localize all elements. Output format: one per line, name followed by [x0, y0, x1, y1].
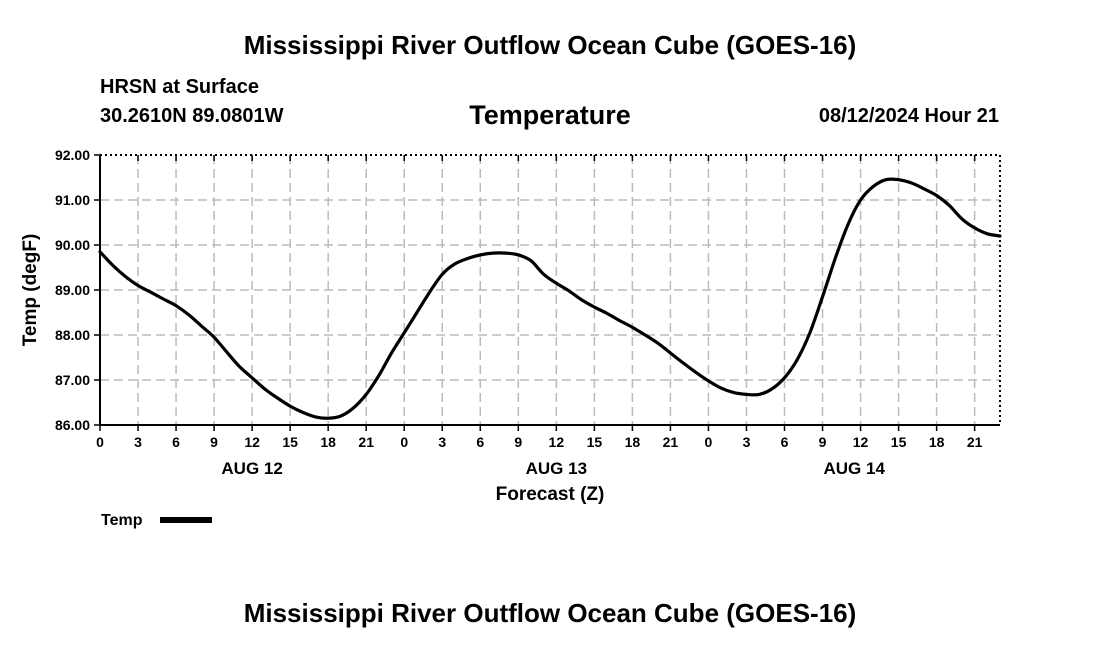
y-tick-label: 90.00 — [55, 237, 90, 253]
x-tick-label: 0 — [705, 434, 713, 450]
temp-series-line — [98, 177, 1002, 420]
x-tick-label: 21 — [358, 434, 374, 450]
day-label: AUG 13 — [526, 459, 587, 478]
footer-title: Mississippi River Outflow Ocean Cube (GO… — [243, 598, 857, 628]
page-title: Mississippi River Outflow Ocean Cube (GO… — [243, 30, 857, 60]
x-tick-label: 3 — [743, 434, 751, 450]
y-tick-label: 89.00 — [55, 282, 90, 298]
x-tick-label: 15 — [891, 434, 907, 450]
x-tick-label: 6 — [172, 434, 180, 450]
x-tick-label: 15 — [282, 434, 298, 450]
legend-label: Temp — [101, 512, 143, 529]
coordinates-label: 30.2610N 89.0801W — [100, 105, 284, 127]
y-tick-label: 92.00 — [55, 147, 90, 163]
x-tick-label: 12 — [549, 434, 565, 450]
x-tick-label: 21 — [663, 434, 679, 450]
y-axis-label: Temp (degF) — [20, 234, 41, 347]
x-tick-label: 18 — [625, 434, 641, 450]
x-tick-label: 9 — [819, 434, 827, 450]
x-tick-label: 6 — [476, 434, 484, 450]
axes: 86.00 87.00 88.00 89.00 90.00 91.00 92.00 0 3 6 9 1… — [55, 147, 1001, 478]
day-label: AUG 14 — [824, 459, 886, 478]
x-tick-label: 12 — [853, 434, 869, 450]
x-tick-label: 3 — [438, 434, 446, 450]
x-tick-label: 21 — [967, 434, 983, 450]
x-tick-label: 15 — [587, 434, 603, 450]
day-label: AUG 12 — [221, 459, 282, 478]
x-tick-label: 18 — [320, 434, 336, 450]
forecast-date-label: 08/12/2024 Hour 21 — [818, 105, 999, 127]
y-tick-label: 88.00 — [55, 327, 90, 343]
station-label: HRSN at Surface — [100, 76, 259, 98]
x-tick-label: 9 — [514, 434, 522, 450]
grid-lines — [100, 155, 1000, 425]
x-tick-label: 6 — [781, 434, 789, 450]
y-tick-label: 91.00 — [55, 192, 90, 208]
x-tick-label: 12 — [244, 434, 260, 450]
x-tick-label: 0 — [400, 434, 408, 450]
y-tick-label: 86.00 — [55, 417, 90, 433]
x-tick-label: 9 — [210, 434, 218, 450]
x-tick-label: 0 — [96, 434, 104, 450]
x-tick-label: 3 — [134, 434, 142, 450]
x-axis-label: Forecast (Z) — [496, 484, 605, 505]
chart-title: Temperature — [469, 100, 631, 130]
y-tick-label: 87.00 — [55, 372, 90, 388]
series-group — [98, 177, 1002, 420]
x-tick-label: 18 — [929, 434, 945, 450]
